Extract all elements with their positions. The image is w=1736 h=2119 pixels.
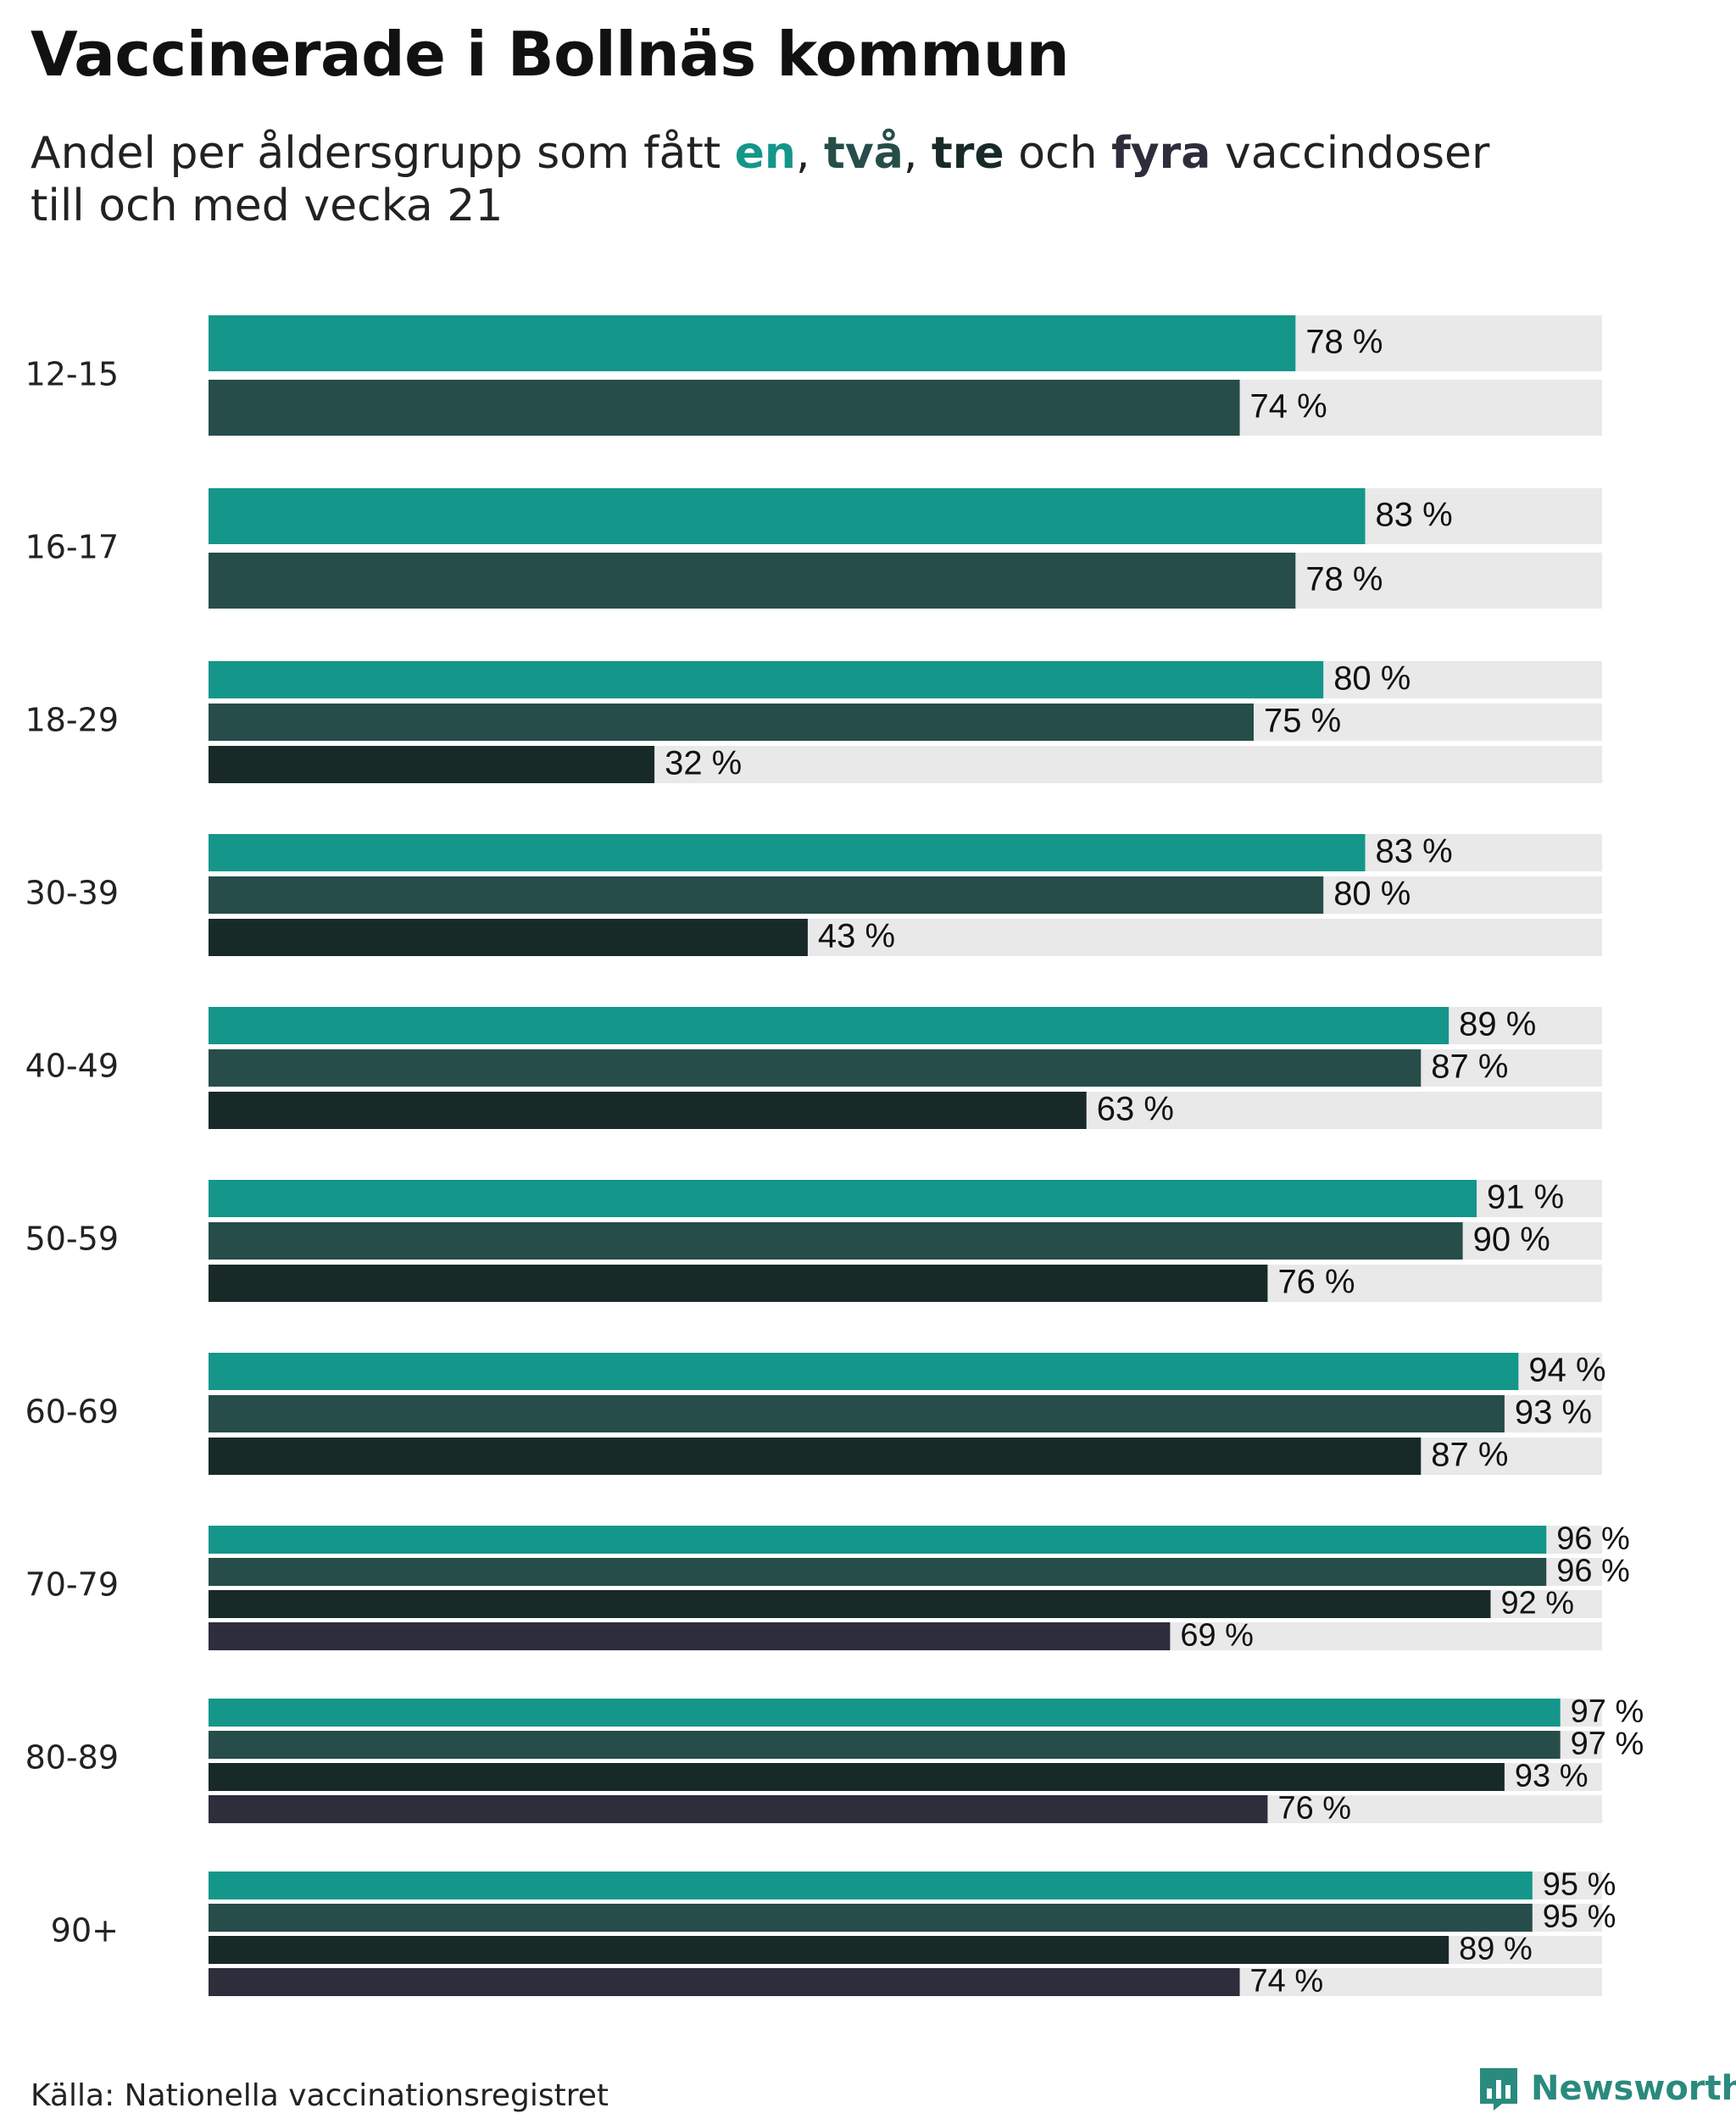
subtitle-line-2: till och med vecka 21 xyxy=(31,181,504,231)
bar xyxy=(209,1007,1449,1044)
data-label: 90 % xyxy=(1473,1221,1550,1259)
data-label: 95 % xyxy=(1543,1899,1616,1935)
category-label: 80-89 xyxy=(25,1739,119,1777)
data-label: 78 % xyxy=(1305,561,1383,598)
subtitle-dose-1: en xyxy=(734,128,796,179)
subtitle-suffix: vaccindoser xyxy=(1210,128,1490,179)
newsworthy-logo-icon xyxy=(1480,2068,1517,2111)
data-label: 96 % xyxy=(1556,1554,1630,1589)
data-label: 91 % xyxy=(1487,1179,1564,1216)
subtitle-dose-4: fyra xyxy=(1111,128,1211,179)
subtitle-dose-2: två xyxy=(824,128,904,179)
data-label: 96 % xyxy=(1556,1521,1630,1557)
bar xyxy=(209,1936,1449,1964)
category-label: 70-79 xyxy=(25,1566,119,1604)
subtitle-dose-3: tre xyxy=(931,128,1004,179)
bar xyxy=(209,1699,1561,1727)
subtitle-separator: och xyxy=(1004,128,1112,179)
data-label: 97 % xyxy=(1571,1727,1644,1762)
bar xyxy=(209,1763,1505,1791)
bar xyxy=(209,553,1296,609)
bar xyxy=(209,380,1240,436)
category-label: 12-15 xyxy=(25,356,119,393)
bar-group: 16-17 83 % 78 % xyxy=(25,488,1602,609)
data-label: 87 % xyxy=(1431,1048,1508,1086)
data-label: 89 % xyxy=(1459,1932,1533,1967)
bar xyxy=(209,1590,1491,1618)
bar-group: 90+ 95 %95 % 89 % 74 % xyxy=(51,1867,1616,1999)
bar xyxy=(209,1526,1547,1554)
category-label: 60-69 xyxy=(25,1393,119,1431)
data-label: 32 % xyxy=(665,745,742,782)
category-label: 30-39 xyxy=(25,875,119,912)
chart-title: Vaccinerade i Bollnäs kommun xyxy=(31,19,1070,90)
bar xyxy=(209,1904,1533,1932)
bar-group: 30-39 83 % 80 % 43 % xyxy=(25,833,1602,956)
category-label: 90+ xyxy=(51,1912,119,1949)
bar xyxy=(209,876,1324,914)
bar xyxy=(209,704,1254,741)
bar xyxy=(209,1622,1171,1650)
source-note: Källa: Nationella vaccinationsregistret xyxy=(31,2078,609,2113)
subtitle-separator: , xyxy=(903,128,932,179)
logo-text: Newsworthy xyxy=(1531,2069,1736,2108)
bar-chart: 12-15 78 % 74 % 16-17 83 % 78 % 18-29 80 % 75 % 3… xyxy=(25,315,1644,1999)
data-label: 78 % xyxy=(1305,324,1383,361)
bar-group: 60-69 94 % 93 %87 % xyxy=(25,1352,1606,1475)
bar xyxy=(209,1968,1240,1996)
data-label: 80 % xyxy=(1333,660,1410,698)
bar xyxy=(209,661,1324,698)
data-label: 76 % xyxy=(1277,1264,1355,1301)
subtitle-prefix: Andel per åldersgrupp som fått xyxy=(31,128,735,179)
data-label: 93 % xyxy=(1515,1759,1589,1794)
bar-group: 50-59 91 % 90 % 76 % xyxy=(25,1179,1602,1302)
data-label: 83 % xyxy=(1376,833,1453,870)
bar-group: 12-15 78 % 74 % xyxy=(25,315,1602,436)
data-label: 63 % xyxy=(1097,1091,1174,1128)
category-label: 18-29 xyxy=(25,702,119,739)
data-label: 76 % xyxy=(1277,1791,1351,1827)
data-label: 93 % xyxy=(1515,1394,1592,1432)
bar xyxy=(209,1438,1422,1475)
chart-subtitle: Andel per åldersgrupp som fått en, två, … xyxy=(31,127,1489,232)
bar xyxy=(209,834,1366,871)
data-label: 94 % xyxy=(1528,1352,1605,1389)
data-label: 83 % xyxy=(1376,497,1453,534)
bar-group: 18-29 80 % 75 % 32 % xyxy=(25,660,1602,783)
bar xyxy=(209,1731,1561,1759)
data-label: 74 % xyxy=(1250,388,1327,425)
data-label: 87 % xyxy=(1431,1437,1508,1474)
data-label: 92 % xyxy=(1500,1586,1574,1621)
bar xyxy=(209,488,1366,544)
category-label: 40-49 xyxy=(25,1048,119,1085)
data-label: 97 % xyxy=(1571,1694,1644,1730)
subtitle-separator: , xyxy=(795,128,825,179)
data-label: 89 % xyxy=(1459,1006,1536,1043)
newsworthy-logo[interactable]: Newsworthy xyxy=(1477,2065,1736,2112)
bar xyxy=(209,1180,1477,1217)
bar xyxy=(209,1265,1268,1302)
bar xyxy=(209,746,655,783)
bar-group: 40-49 89 % 87 % 63 % xyxy=(25,1006,1602,1129)
data-label: 95 % xyxy=(1543,1867,1616,1903)
category-label: 50-59 xyxy=(25,1221,119,1258)
bar xyxy=(209,1049,1422,1087)
bar xyxy=(209,919,808,956)
data-label: 80 % xyxy=(1333,876,1410,913)
bar xyxy=(209,315,1296,371)
data-label: 69 % xyxy=(1180,1618,1254,1654)
bar xyxy=(209,1872,1533,1899)
data-label: 75 % xyxy=(1264,703,1341,740)
bar xyxy=(209,1092,1087,1129)
category-label: 16-17 xyxy=(25,529,119,566)
data-label: 43 % xyxy=(818,918,895,955)
bar xyxy=(209,1222,1463,1260)
bar xyxy=(209,1558,1547,1586)
bar xyxy=(209,1395,1505,1432)
data-label: 74 % xyxy=(1250,1964,1324,1999)
bar xyxy=(209,1353,1519,1390)
bar xyxy=(209,1795,1268,1823)
